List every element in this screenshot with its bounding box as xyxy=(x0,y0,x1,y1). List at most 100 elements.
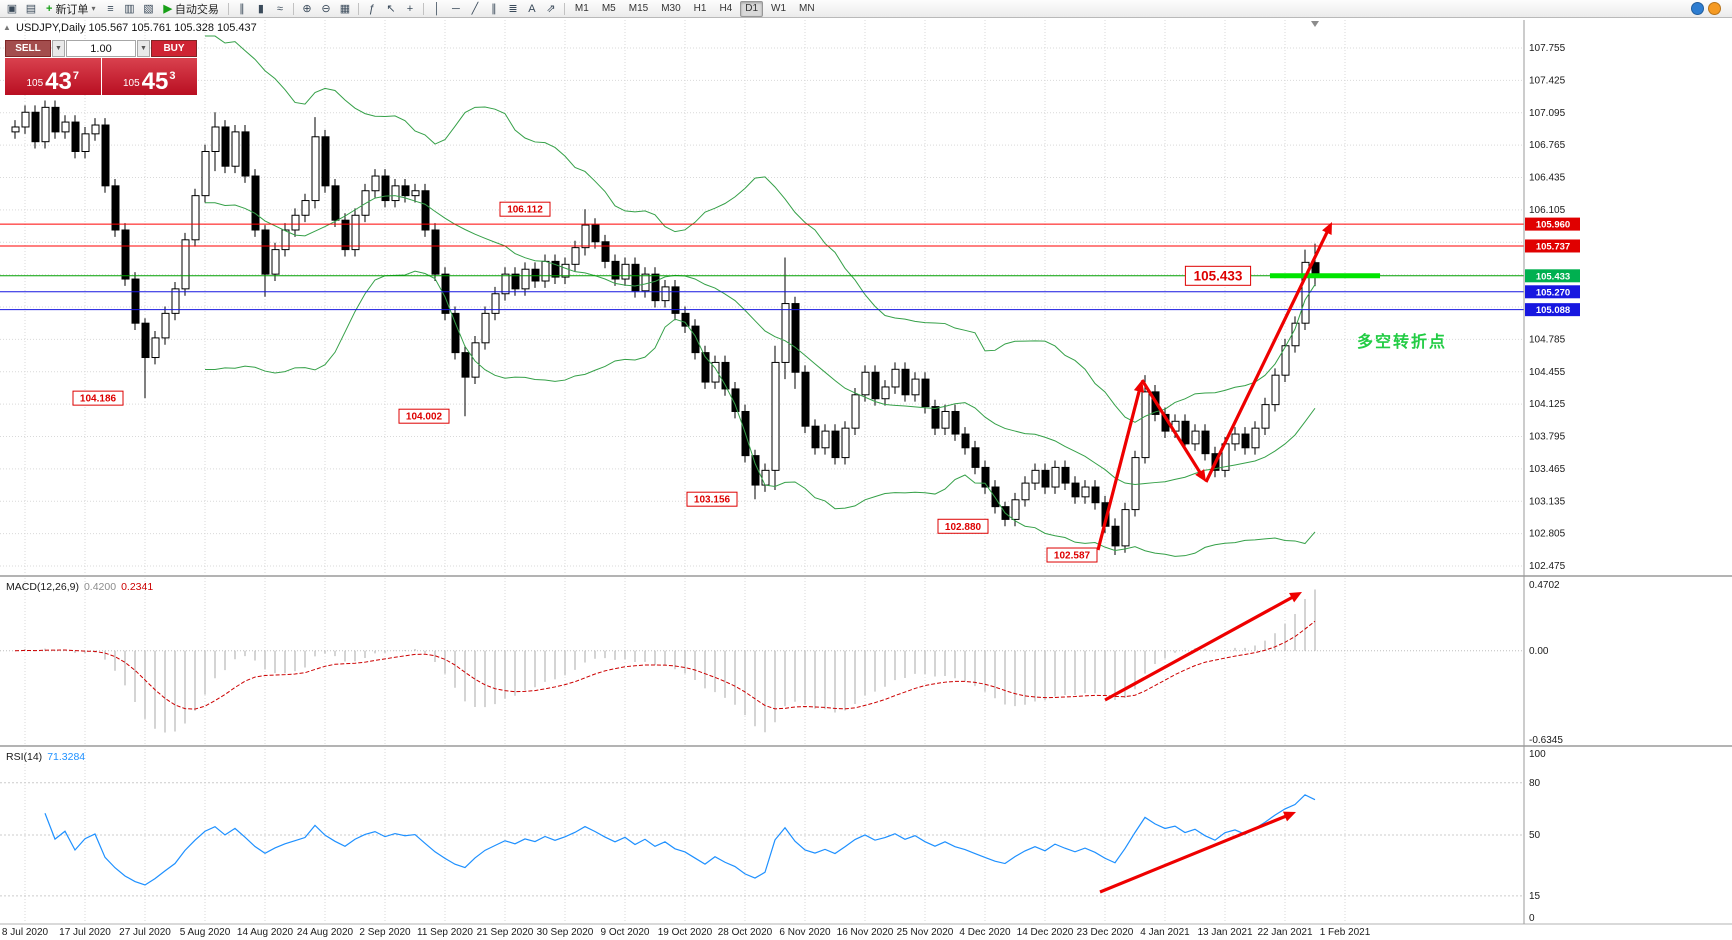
price-annotation[interactable]: 104.002 xyxy=(398,408,450,424)
buy-button[interactable]: BUY xyxy=(151,40,197,57)
svg-text:106.112: 106.112 xyxy=(507,205,543,216)
price-annotation[interactable]: 103.156 xyxy=(686,491,738,507)
trend-arrow[interactable] xyxy=(1096,380,1145,551)
sell-price-prefix: 105 xyxy=(26,78,44,89)
new-order-icon: + xyxy=(46,2,53,15)
panel-divider[interactable] xyxy=(0,575,1732,577)
community-icon[interactable] xyxy=(1691,2,1704,15)
candle-body xyxy=(1031,469,1040,484)
price-annotation[interactable]: 105.433 xyxy=(1184,265,1252,286)
timeframe-m15-button[interactable]: M15 xyxy=(628,3,649,14)
text-label-icon[interactable]: A xyxy=(528,2,536,15)
trend-arrow[interactable] xyxy=(1099,811,1296,894)
date-tick-label: 6 Nov 2020 xyxy=(779,927,831,938)
candle-body xyxy=(721,361,730,390)
vertical-line-icon[interactable]: │ xyxy=(433,2,441,15)
one-click-top-row: SELL ▼ ▼ BUY xyxy=(5,40,197,57)
toolbar-separator xyxy=(357,2,359,15)
data-window-icon[interactable]: ▥ xyxy=(124,3,135,15)
candle-body xyxy=(271,249,280,275)
candle-body xyxy=(1141,391,1150,459)
candle-body xyxy=(321,136,330,187)
zoom-out-icon[interactable]: ⊖ xyxy=(321,3,331,15)
timeframe-m1-button[interactable]: M1 xyxy=(574,3,589,14)
new-order-button-label: 新订单 xyxy=(55,3,89,16)
date-tick-label: 9 Oct 2020 xyxy=(601,927,650,938)
fibonacci-icon[interactable]: ≣ xyxy=(508,3,518,15)
candle-body xyxy=(341,219,350,251)
candle-body xyxy=(531,268,540,282)
macd-axis-zero: 0.00 xyxy=(1529,646,1549,657)
timeframe-m30-button[interactable]: M30 xyxy=(661,3,681,14)
rsi-axis-label: 15 xyxy=(1529,891,1541,902)
timeframe-m5-button[interactable]: M5 xyxy=(601,3,616,14)
buy-price-tile[interactable]: 105 45 3 xyxy=(101,58,197,95)
navigator-icon[interactable]: ▧ xyxy=(143,3,154,15)
candle-body xyxy=(1011,499,1020,520)
bollinger-middle-band xyxy=(205,195,1316,486)
candle-body xyxy=(21,111,30,128)
candle-body xyxy=(1021,482,1030,501)
volume-input[interactable] xyxy=(66,40,136,57)
cursor-icon[interactable]: ↖ xyxy=(386,3,396,15)
bull-bear-note[interactable]: 多空转折点 xyxy=(1357,332,1447,351)
candle-body xyxy=(1301,261,1310,324)
candle-body xyxy=(981,466,990,488)
candle-body xyxy=(451,312,460,354)
candle-body xyxy=(961,433,970,449)
date-tick-label: 19 Oct 2020 xyxy=(658,927,713,938)
price-tick-label: 102.805 xyxy=(1529,529,1566,540)
toolbar-separator xyxy=(292,2,294,15)
price-tick-label: 103.135 xyxy=(1529,496,1566,507)
timeframe-d1-button[interactable]: D1 xyxy=(740,0,764,17)
chart-shift-marker[interactable] xyxy=(1311,21,1319,27)
timeframe-w1-button[interactable]: W1 xyxy=(771,3,787,14)
candle-body xyxy=(811,425,820,449)
bar-chart-icon[interactable]: ∥ xyxy=(239,3,245,15)
new-order-button[interactable]: + 新订单 ▾ xyxy=(41,1,100,16)
price-annotation[interactable]: 102.880 xyxy=(937,518,989,534)
timeframe-h4-button[interactable]: H4 xyxy=(719,3,733,14)
candle-body xyxy=(11,126,20,133)
trend-arrow[interactable] xyxy=(1204,222,1332,483)
trend-arrow[interactable] xyxy=(1140,379,1206,482)
candle-chart-icon[interactable]: ▮ xyxy=(257,3,264,15)
crosshair-icon[interactable]: + xyxy=(406,2,414,15)
zoom-in-icon[interactable]: ⊕ xyxy=(302,3,312,15)
indicators-icon[interactable]: ƒ xyxy=(368,2,375,15)
profiles-icon[interactable]: ▤ xyxy=(25,3,37,15)
one-click-collapse-icon[interactable]: ▲ xyxy=(3,23,11,32)
market-watch-icon[interactable]: ≡ xyxy=(107,2,114,15)
date-tick-label: 17 Jul 2020 xyxy=(59,927,111,938)
timeframe-mn-button[interactable]: MN xyxy=(799,3,815,14)
volume-up-button[interactable]: ▼ xyxy=(137,40,150,57)
price-annotation[interactable]: 106.112 xyxy=(499,201,551,217)
price-tag-label: 105.737 xyxy=(1536,241,1570,252)
sell-price-tile[interactable]: 105 43 7 xyxy=(5,58,101,95)
price-annotation[interactable]: 104.186 xyxy=(72,390,124,406)
candle-body xyxy=(431,229,440,275)
timeframe-h1-button[interactable]: H1 xyxy=(693,3,707,14)
panel-divider[interactable] xyxy=(0,745,1732,747)
trend-arrow[interactable] xyxy=(1104,592,1302,702)
equidistant-channel-icon[interactable]: ∥ xyxy=(491,3,497,15)
candle-body xyxy=(91,124,100,135)
price-tag-label: 105.433 xyxy=(1536,271,1570,282)
volume-down-button[interactable]: ▼ xyxy=(52,40,65,57)
new-chart-icon[interactable]: ▣ xyxy=(6,3,18,15)
tile-windows-icon[interactable]: ▦ xyxy=(339,3,351,15)
horizontal-line-icon[interactable]: ─ xyxy=(452,2,460,15)
candle-body xyxy=(171,288,180,314)
autotrade-button[interactable]: ▶ 自动交易 xyxy=(158,1,223,16)
candle-body xyxy=(801,371,810,427)
metaquotes-icon[interactable] xyxy=(1708,2,1721,15)
price-tick-label: 107.425 xyxy=(1529,75,1566,86)
price-annotation[interactable]: 102.587 xyxy=(1046,547,1098,563)
candle-body xyxy=(871,371,880,400)
sell-button[interactable]: SELL xyxy=(5,40,51,57)
autotrade-icon: ▶ xyxy=(163,3,172,15)
trendline-icon[interactable]: ╱ xyxy=(471,3,479,15)
line-chart-icon[interactable]: ≈ xyxy=(276,2,283,15)
arrows-tool-icon[interactable]: ⇗ xyxy=(546,3,556,15)
